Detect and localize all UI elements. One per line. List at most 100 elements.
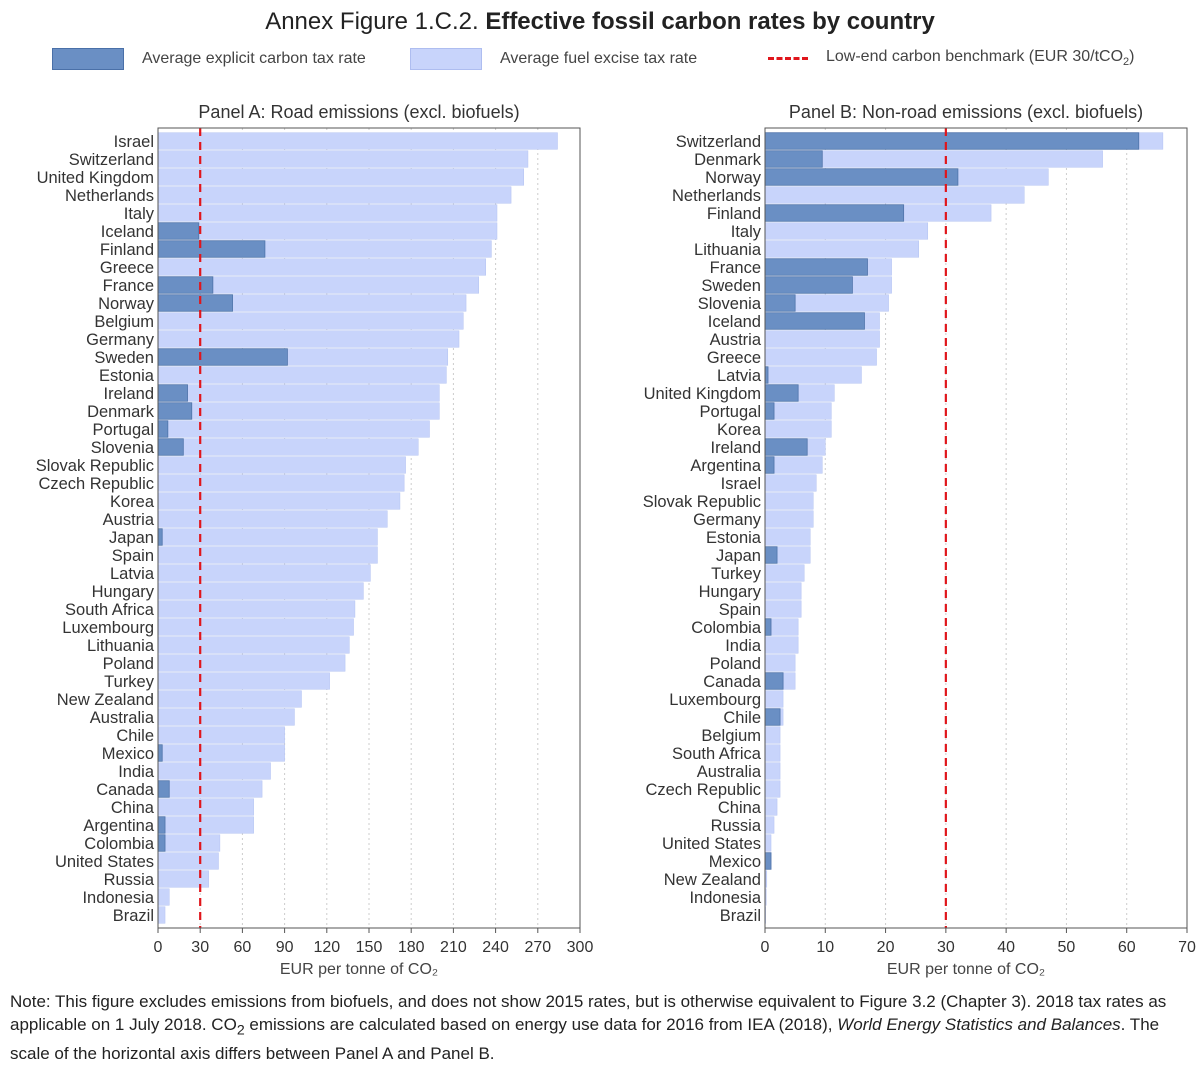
panel-b-category-label: Japan <box>716 547 761 565</box>
panel-b-x-tick-label: 10 <box>816 939 834 956</box>
panel-a-bar-fuel-excise <box>157 474 405 492</box>
panel-b-bar-fuel-excise <box>764 744 781 762</box>
panel-a-category-label: Sweden <box>94 349 154 367</box>
panel-a-bar-fuel-excise <box>157 906 166 924</box>
panel-a-bar-fuel-excise <box>157 744 285 762</box>
panel-a-category-label: Spain <box>112 547 154 565</box>
panel-b-title: Panel B: Non-road emissions (excl. biofu… <box>789 102 1143 122</box>
panel-b-bar-carbon-tax <box>764 546 778 564</box>
panel-b-bar-fuel-excise <box>764 564 805 582</box>
note-sub: 2 <box>236 1022 245 1039</box>
panel-b-x-tick-label: 20 <box>877 939 895 956</box>
panel-b-x-tick-label: 70 <box>1178 939 1196 956</box>
panel-a-bar-carbon-tax <box>157 528 163 546</box>
legend-item-benchmark: Low-end carbon benchmark (EUR 30/tCO2) <box>768 48 1134 68</box>
panel-b-category-label: Mexico <box>709 853 761 871</box>
panel-a-category-label: Australia <box>90 709 155 727</box>
figure-title-lead: Annex Figure 1.C.2. <box>265 8 479 35</box>
panel-b-category-label: Chile <box>723 709 761 727</box>
panel-b-bar-fuel-excise <box>764 654 796 672</box>
panel-a-category-label: Korea <box>110 493 155 511</box>
panel-a-category-label: Austria <box>103 511 155 529</box>
legend-label-benchmark: Low-end carbon benchmark (EUR 30/tCO2) <box>826 48 1134 68</box>
panel-b-bar-fuel-excise <box>764 798 778 816</box>
panel-b-x-tick-label: 60 <box>1118 939 1136 956</box>
panel-b-bar-fuel-excise <box>764 348 877 366</box>
panel-a-bar-fuel-excise <box>157 816 254 834</box>
panel-b-category-label: Slovenia <box>698 295 762 313</box>
panel-a-category-label: Luxembourg <box>62 619 154 637</box>
panel-a-bar-carbon-tax <box>157 438 184 456</box>
note-italic: World Energy Statistics and Balances <box>837 1015 1121 1034</box>
panel-a-category-label: Indonesia <box>82 889 154 907</box>
panel-a-category-label: Switzerland <box>69 151 154 169</box>
panel-b-bar-fuel-excise <box>764 330 880 348</box>
panel-b-bar-carbon-tax <box>764 204 905 222</box>
panel-b-x-tick-label: 40 <box>997 939 1015 956</box>
panel-b-category-label: Italy <box>731 223 762 241</box>
panel-b-category-label: Hungary <box>699 583 762 601</box>
panel-a-category-label: Denmark <box>87 403 155 421</box>
panel-b-category-label: Canada <box>703 673 762 691</box>
panel-b-bar-fuel-excise <box>764 528 811 546</box>
panel-b-bar-fuel-excise <box>764 366 862 384</box>
panel-a-x-axis-label: EUR per tonne of CO₂ <box>280 961 438 978</box>
panel-b-category-label: Lithuania <box>694 241 762 259</box>
panel-b-bar-fuel-excise <box>764 222 929 240</box>
panel-a-category-label: Estonia <box>99 367 155 385</box>
panel-b-bar-fuel-excise <box>764 402 832 420</box>
panel-b-category-label: Estonia <box>706 529 762 547</box>
panel-b-bar-carbon-tax <box>764 402 775 420</box>
panel-b-x-tick-label: 30 <box>937 939 955 956</box>
panel-a-category-label: Israel <box>114 133 154 151</box>
legend: Average explicit carbon tax rate Average… <box>0 48 1200 74</box>
panel-b-category-label: Czech Republic <box>645 781 761 799</box>
panel-b-bar-carbon-tax <box>764 132 1140 150</box>
panel-a-bar-fuel-excise <box>157 564 371 582</box>
panel-a-bar-fuel-excise <box>157 798 254 816</box>
panel-a-category-label: Mexico <box>102 745 154 763</box>
panel-b-category-label: Austria <box>710 331 762 349</box>
panel-b-category-label: Indonesia <box>689 889 761 907</box>
panel-a-bar-fuel-excise <box>157 852 219 870</box>
panel-b-bar-fuel-excise <box>764 690 784 708</box>
panel-a-category-label: Brazil <box>113 907 154 925</box>
legend-label-carbon-tax: Average explicit carbon tax rate <box>142 50 366 67</box>
panel-a-bar-fuel-excise <box>157 258 487 276</box>
panel-a-category-label: Ireland <box>104 385 154 403</box>
panel-a-category-label: Italy <box>124 205 155 223</box>
panel-b-bar-carbon-tax <box>764 438 808 456</box>
panel-a-bar-fuel-excise <box>157 150 529 168</box>
panel-b-category-label: Latvia <box>717 367 762 385</box>
panel-a-bar-fuel-excise <box>157 528 378 546</box>
panel-a-x-tick-label: 60 <box>234 939 252 956</box>
panel-a-bar-fuel-excise <box>157 834 221 852</box>
panel-a-bar-fuel-excise <box>157 168 524 186</box>
panel-b-x-tick-label: 0 <box>761 939 770 956</box>
panel-b-bar-fuel-excise <box>764 240 919 258</box>
panel-b-category-label: Russia <box>711 817 762 835</box>
panel-b-category-label: Germany <box>693 511 762 529</box>
figure-title-main: Effective fossil carbon rates by country <box>485 8 935 35</box>
panel-a-x-tick-label: 150 <box>356 939 383 956</box>
panel-a-category-label: Slovenia <box>91 439 155 457</box>
panel-a-bar-fuel-excise <box>157 672 330 690</box>
panel-a-bar-carbon-tax <box>157 276 214 294</box>
legend-swatch-fuel-excise <box>410 48 482 70</box>
panel-a-bar-fuel-excise <box>157 330 460 348</box>
panel-b-bar-carbon-tax <box>764 456 775 474</box>
panel-b-category-label: China <box>718 799 762 817</box>
panel-a-bar-fuel-excise <box>157 690 302 708</box>
panel-a-x-tick-label: 30 <box>191 939 209 956</box>
panel-a-category-label: Iceland <box>101 223 154 241</box>
legend-item-carbon-tax: Average explicit carbon tax rate <box>52 48 366 70</box>
panel-a-bar-fuel-excise <box>157 888 170 906</box>
panel-b-x-axis-label: EUR per tonne of CO₂ <box>887 961 1045 978</box>
panel-a-category-label: Czech Republic <box>38 475 154 493</box>
panel-b-category-label: Portugal <box>700 403 761 421</box>
panel-a-category-label: Belgium <box>94 313 154 331</box>
legend-benchmark-text: Low-end carbon benchmark (EUR 30/tCO <box>826 48 1124 65</box>
panel-a-category-label: Japan <box>109 529 154 547</box>
panel-a-title: Panel A: Road emissions (excl. biofuels) <box>198 102 519 122</box>
panel-b-category-label: Israel <box>721 475 761 493</box>
